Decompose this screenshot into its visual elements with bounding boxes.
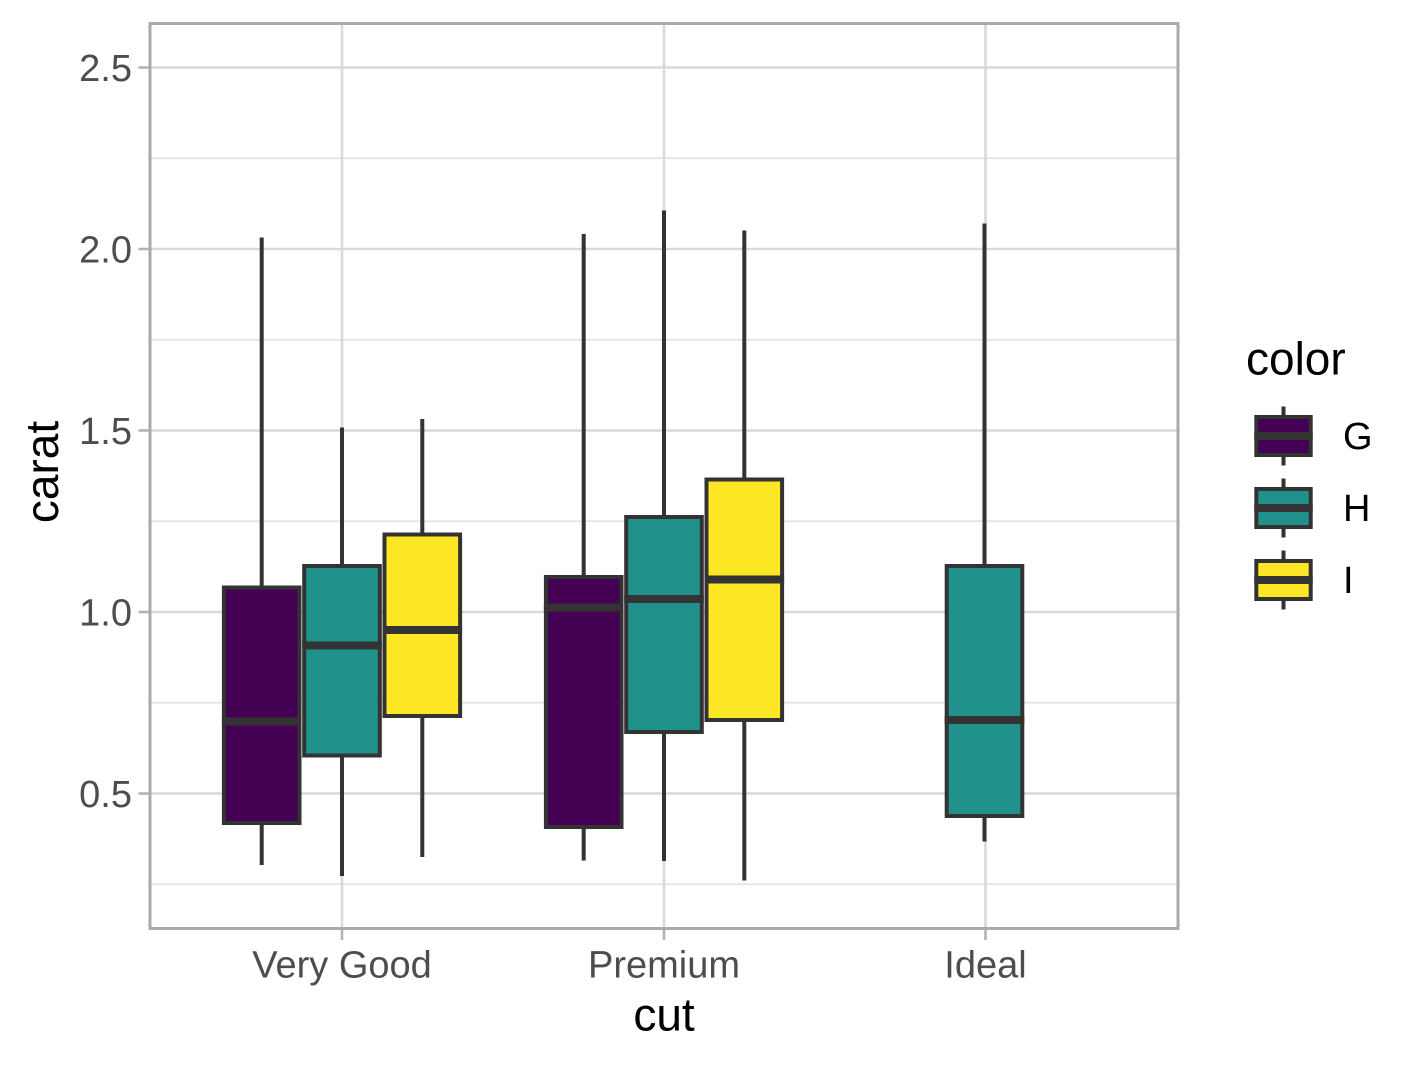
svg-text:Premium: Premium (588, 945, 740, 987)
svg-text:G: G (1343, 416, 1373, 458)
svg-text:H: H (1343, 488, 1370, 530)
svg-text:1.5: 1.5 (79, 411, 132, 453)
svg-text:color: color (1246, 332, 1346, 384)
svg-text:carat: carat (16, 421, 68, 523)
svg-text:2.5: 2.5 (79, 48, 132, 90)
svg-text:Very Good: Very Good (252, 945, 432, 987)
svg-text:I: I (1343, 560, 1354, 602)
svg-text:1.0: 1.0 (79, 593, 132, 635)
svg-text:2.0: 2.0 (79, 230, 132, 272)
svg-text:cut: cut (633, 989, 695, 1041)
svg-text:0.5: 0.5 (79, 774, 132, 816)
svg-text:Ideal: Ideal (944, 945, 1026, 987)
